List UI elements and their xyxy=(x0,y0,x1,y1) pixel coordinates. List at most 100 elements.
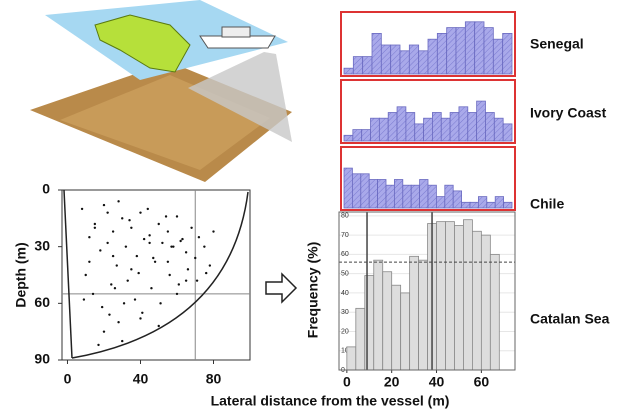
bar xyxy=(382,271,393,371)
bar xyxy=(408,44,420,75)
fish-school xyxy=(94,14,191,73)
bar xyxy=(503,201,513,209)
point xyxy=(179,239,182,243)
point xyxy=(175,292,179,296)
bar xyxy=(427,184,437,209)
beam-boundary xyxy=(63,189,73,359)
bar xyxy=(485,112,495,142)
point xyxy=(170,245,173,248)
y-tick-label: 20 xyxy=(341,328,349,335)
y-tick-label: 60 xyxy=(34,294,50,310)
bar xyxy=(455,27,466,75)
point xyxy=(117,200,120,203)
point xyxy=(106,211,109,214)
bar xyxy=(393,179,404,209)
point xyxy=(108,313,111,316)
ship-hull xyxy=(199,35,276,49)
scatter-frame xyxy=(61,189,251,361)
point xyxy=(141,311,144,314)
y-tick-label: 40 xyxy=(341,290,349,297)
point xyxy=(100,305,104,309)
chart-title: Ivory Coast xyxy=(530,105,607,121)
point xyxy=(157,324,160,328)
y-axis-label: Depth (m) xyxy=(13,242,29,307)
bar xyxy=(502,123,513,142)
ship-cabin xyxy=(221,26,251,38)
point xyxy=(208,264,212,267)
bar xyxy=(418,259,428,371)
bar xyxy=(391,284,402,371)
y-axis-label: Frequency (%) xyxy=(305,242,321,338)
bar xyxy=(423,117,433,142)
frame xyxy=(340,146,516,211)
point xyxy=(139,211,142,214)
point xyxy=(102,330,106,333)
point xyxy=(130,226,133,229)
point xyxy=(91,292,95,296)
bar xyxy=(472,230,482,371)
point xyxy=(203,245,206,248)
point xyxy=(152,256,155,260)
bar xyxy=(492,38,504,75)
x-tick-label: 60 xyxy=(474,374,490,390)
bar xyxy=(360,173,370,209)
point xyxy=(137,271,140,275)
y-tick-label: 70 xyxy=(341,232,349,239)
bar xyxy=(432,112,442,142)
point xyxy=(111,230,115,233)
point xyxy=(99,249,102,252)
point xyxy=(142,237,146,241)
bar xyxy=(400,292,411,371)
bar xyxy=(436,33,448,75)
y-tick-label: 30 xyxy=(341,309,349,316)
y-tick-label: 90 xyxy=(34,351,50,367)
bar xyxy=(410,184,421,209)
point xyxy=(130,268,133,271)
chart-title: Chile xyxy=(530,196,564,212)
bar xyxy=(371,33,382,75)
y-tick-label: 0 xyxy=(42,181,50,197)
bar xyxy=(399,50,410,75)
frame xyxy=(340,79,516,144)
point xyxy=(168,273,171,277)
arrow xyxy=(265,272,298,304)
point xyxy=(197,236,201,239)
bar xyxy=(352,56,364,75)
point xyxy=(148,234,151,237)
point xyxy=(184,279,188,282)
bar xyxy=(444,184,454,209)
point xyxy=(148,241,151,245)
bar xyxy=(370,117,380,142)
bar xyxy=(346,346,357,371)
bar xyxy=(380,44,392,75)
point xyxy=(166,230,170,233)
bar xyxy=(343,167,353,209)
bar xyxy=(476,100,486,142)
point xyxy=(93,222,97,226)
point xyxy=(175,215,179,218)
point xyxy=(146,207,149,211)
point xyxy=(153,260,157,263)
point xyxy=(161,241,164,245)
bar xyxy=(352,129,363,142)
beam-boundary xyxy=(71,191,249,359)
point xyxy=(102,203,106,207)
point xyxy=(126,279,129,282)
bar xyxy=(377,179,387,209)
illustration xyxy=(30,0,292,182)
point xyxy=(139,317,142,320)
bar xyxy=(418,50,429,75)
point xyxy=(204,271,208,275)
bar xyxy=(469,201,479,209)
bar xyxy=(454,225,464,371)
bar xyxy=(402,184,412,209)
bar xyxy=(458,106,469,142)
point xyxy=(135,254,139,258)
sonar-beam xyxy=(188,52,292,142)
point xyxy=(177,283,181,286)
bar xyxy=(477,196,488,209)
bar xyxy=(390,44,401,75)
bar xyxy=(452,190,463,209)
point xyxy=(110,283,113,286)
